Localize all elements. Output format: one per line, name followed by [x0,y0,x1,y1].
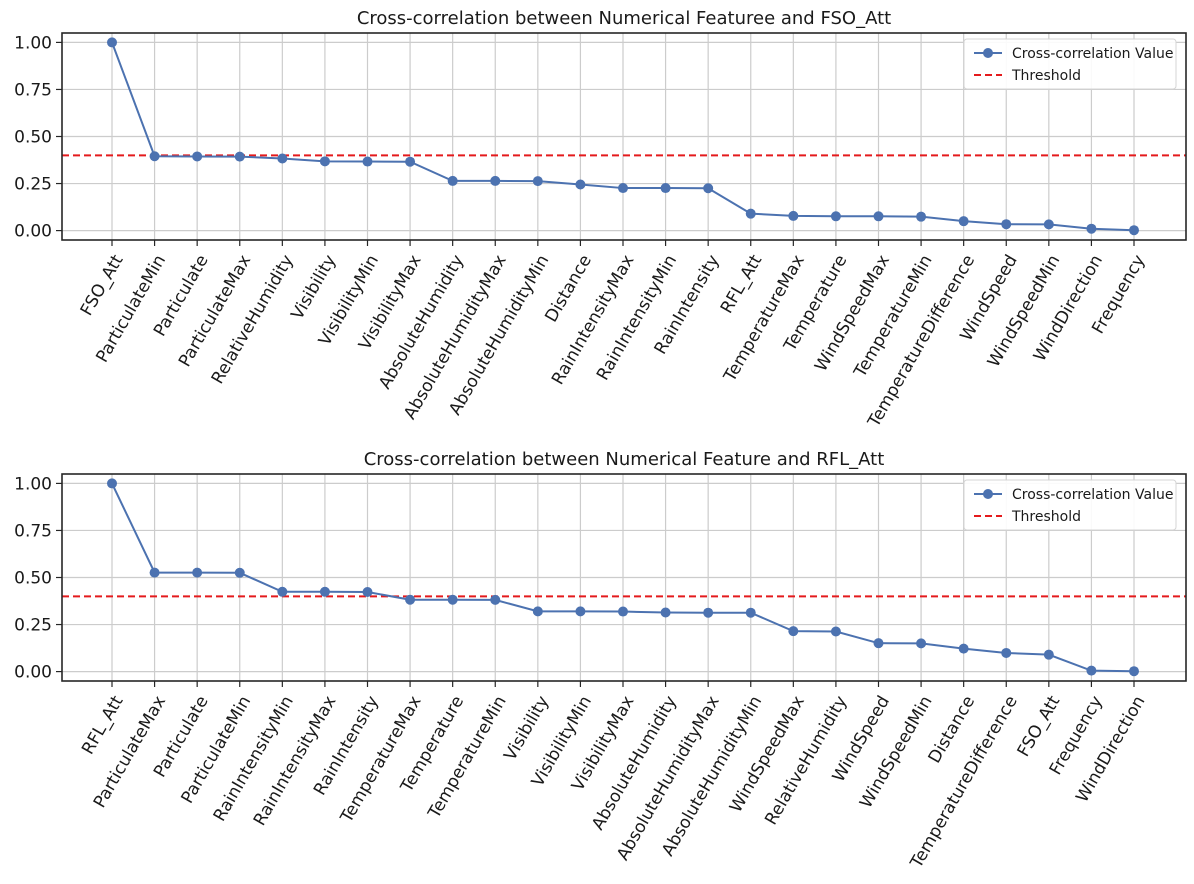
data-point [1043,649,1054,660]
data-point [660,183,671,194]
data-point [1086,223,1097,234]
y-tick-label: 0.50 [14,569,52,589]
grid-lines [62,474,1186,681]
legend-box [963,38,1177,90]
y-tick-label: 0.75 [14,80,52,100]
data-point [873,638,884,649]
data-point [958,643,969,654]
data-point [1129,666,1139,677]
data-point [319,156,330,167]
legend-series-marker [983,489,993,499]
data-point [362,156,373,167]
legend-label-threshold: Threshold [1011,509,1081,525]
data-point [490,594,501,605]
data-point [405,156,416,167]
data-point [447,594,458,605]
data-point [234,151,245,162]
legend-label-threshold: Threshold [1011,68,1081,84]
data-point [107,478,117,489]
data-point [830,211,841,222]
data-point [618,606,628,617]
data-point [362,586,373,597]
data-point [788,210,799,221]
data-point [1001,647,1012,658]
legend: Cross-correlation Value Threshold [963,38,1177,90]
data-point [745,607,756,618]
data-point [618,183,628,194]
y-tick-label: 0.75 [14,521,52,541]
data-point [1086,665,1097,676]
data-point [916,638,927,649]
data-point [447,175,458,186]
legend-label-series: Cross-correlation Value [1012,487,1173,503]
data-point [703,607,714,618]
data-point [532,606,543,617]
y-tick-label: 0.50 [14,128,52,148]
data-point [575,606,586,617]
data-point [234,567,245,578]
y-tick-label: 0.00 [14,222,52,242]
data-point [830,626,841,637]
data-point [703,183,714,194]
legend-label-series: Cross-correlation Value [1012,46,1173,62]
legend-series-marker [983,48,993,58]
x-tick-label: TemperatureMin [424,693,511,823]
data-point [873,211,884,222]
y-tick-label: 0.00 [14,663,52,683]
y-tick-label: 0.25 [14,175,52,195]
data-point [490,175,501,186]
legend-box [963,479,1177,531]
data-point [277,153,288,164]
plot-frame [61,32,1187,241]
data-point [277,586,288,597]
data-point [192,567,203,578]
chart-panel-fso: Cross-correlation between Numerical Feat… [14,8,1187,432]
data-point [660,607,671,618]
data-point [1043,219,1054,230]
y-tick-label: 0.25 [14,616,52,636]
data-point [149,151,160,162]
plot-frame [61,473,1187,682]
data-point [192,151,203,162]
data-point [319,586,330,597]
data-point [1129,225,1139,236]
chart-panel-rfl: Cross-correlation between Numerical Feat… [14,449,1187,873]
data-point [1001,219,1012,230]
data-point [107,37,117,48]
data-point [745,208,756,219]
data-point [958,216,969,227]
chart-title: Cross-correlation between Numerical Feat… [364,449,885,470]
data-point [788,626,799,637]
data-point [916,211,927,222]
data-point [575,179,586,190]
chart-title: Cross-correlation between Numerical Feat… [357,8,891,29]
y-tick-label: 1.00 [14,33,52,53]
legend: Cross-correlation Value Threshold [963,479,1177,531]
data-point [532,176,543,187]
y-tick-label: 1.00 [14,474,52,494]
data-point [149,567,160,578]
data-point [405,594,416,605]
